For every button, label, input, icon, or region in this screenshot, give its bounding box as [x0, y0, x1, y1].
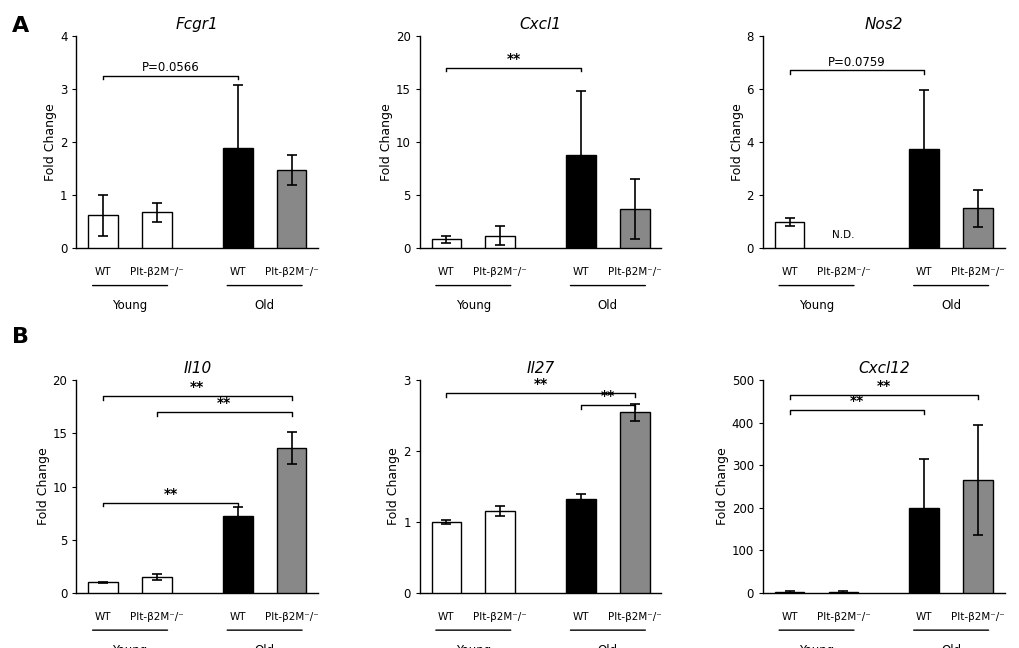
Text: N.D.: N.D.: [832, 230, 854, 240]
Text: Plt-β2M⁻/⁻: Plt-β2M⁻/⁻: [130, 612, 183, 622]
Bar: [909, 508, 938, 593]
Text: WT: WT: [438, 612, 454, 622]
Bar: [909, 148, 938, 248]
Bar: [142, 212, 171, 248]
Bar: [276, 448, 306, 593]
Bar: [89, 215, 118, 248]
Title: Il27: Il27: [526, 362, 554, 376]
Bar: [485, 236, 515, 248]
Text: **: **: [506, 52, 521, 66]
Title: Fcgr1: Fcgr1: [176, 17, 218, 32]
Title: Cxcl1: Cxcl1: [519, 17, 561, 32]
Text: **: **: [217, 397, 231, 410]
Text: Young: Young: [455, 644, 490, 648]
Bar: [827, 592, 857, 593]
Title: Il10: Il10: [183, 362, 211, 376]
Text: **: **: [533, 377, 547, 391]
Y-axis label: Fold Change: Fold Change: [44, 103, 57, 181]
Text: Young: Young: [112, 299, 148, 312]
Text: Young: Young: [798, 644, 834, 648]
Text: Plt-β2M⁻/⁻: Plt-β2M⁻/⁻: [816, 612, 869, 622]
Text: **: **: [163, 487, 177, 501]
Y-axis label: Fold Change: Fold Change: [715, 448, 729, 526]
Text: WT: WT: [781, 268, 797, 277]
Text: B: B: [12, 327, 30, 347]
Y-axis label: Fold Change: Fold Change: [380, 103, 392, 181]
Bar: [566, 155, 595, 248]
Title: Nos2: Nos2: [864, 17, 902, 32]
Y-axis label: Fold Change: Fold Change: [730, 103, 743, 181]
Text: A: A: [12, 16, 30, 36]
Text: **: **: [876, 380, 890, 393]
Bar: [962, 209, 991, 248]
Bar: [774, 222, 804, 248]
Text: WT: WT: [915, 612, 931, 622]
Text: Old: Old: [255, 299, 274, 312]
Bar: [276, 170, 306, 248]
Text: WT: WT: [229, 612, 246, 622]
Title: Cxcl12: Cxcl12: [857, 362, 909, 376]
Text: Plt-β2M⁻/⁻: Plt-β2M⁻/⁻: [607, 268, 661, 277]
Text: WT: WT: [438, 268, 454, 277]
Text: Old: Old: [597, 299, 618, 312]
Text: WT: WT: [572, 612, 589, 622]
Text: WT: WT: [229, 268, 246, 277]
Bar: [566, 500, 595, 593]
Bar: [485, 511, 515, 593]
Bar: [431, 522, 461, 593]
Text: Plt-β2M⁻/⁻: Plt-β2M⁻/⁻: [816, 268, 869, 277]
Text: Plt-β2M⁻/⁻: Plt-β2M⁻/⁻: [265, 612, 318, 622]
Text: WT: WT: [95, 268, 111, 277]
Text: Old: Old: [941, 299, 960, 312]
Bar: [431, 239, 461, 248]
Y-axis label: Fold Change: Fold Change: [387, 448, 400, 526]
Text: Plt-β2M⁻/⁻: Plt-β2M⁻/⁻: [607, 612, 661, 622]
Text: Plt-β2M⁻/⁻: Plt-β2M⁻/⁻: [265, 268, 318, 277]
Bar: [223, 148, 253, 248]
Bar: [620, 209, 649, 248]
Text: Young: Young: [112, 644, 148, 648]
Text: P=0.0759: P=0.0759: [827, 56, 884, 69]
Bar: [142, 577, 171, 593]
Bar: [962, 480, 991, 593]
Text: Plt-β2M⁻/⁻: Plt-β2M⁻/⁻: [473, 612, 527, 622]
Text: **: **: [849, 394, 863, 408]
Text: Old: Old: [255, 644, 274, 648]
Bar: [620, 412, 649, 593]
Bar: [774, 592, 804, 593]
Text: Plt-β2M⁻/⁻: Plt-β2M⁻/⁻: [951, 268, 1004, 277]
Text: WT: WT: [781, 612, 797, 622]
Text: Old: Old: [941, 644, 960, 648]
Text: Plt-β2M⁻/⁻: Plt-β2M⁻/⁻: [473, 268, 527, 277]
Text: P=0.0566: P=0.0566: [142, 61, 199, 74]
Text: **: **: [600, 389, 614, 403]
Bar: [89, 583, 118, 593]
Text: WT: WT: [915, 268, 931, 277]
Text: WT: WT: [95, 612, 111, 622]
Text: Young: Young: [798, 299, 834, 312]
Text: **: **: [191, 380, 204, 395]
Text: Old: Old: [597, 644, 618, 648]
Text: Young: Young: [455, 299, 490, 312]
Text: Plt-β2M⁻/⁻: Plt-β2M⁻/⁻: [951, 612, 1004, 622]
Text: WT: WT: [572, 268, 589, 277]
Bar: [223, 516, 253, 593]
Text: Plt-β2M⁻/⁻: Plt-β2M⁻/⁻: [130, 268, 183, 277]
Y-axis label: Fold Change: Fold Change: [37, 448, 50, 526]
